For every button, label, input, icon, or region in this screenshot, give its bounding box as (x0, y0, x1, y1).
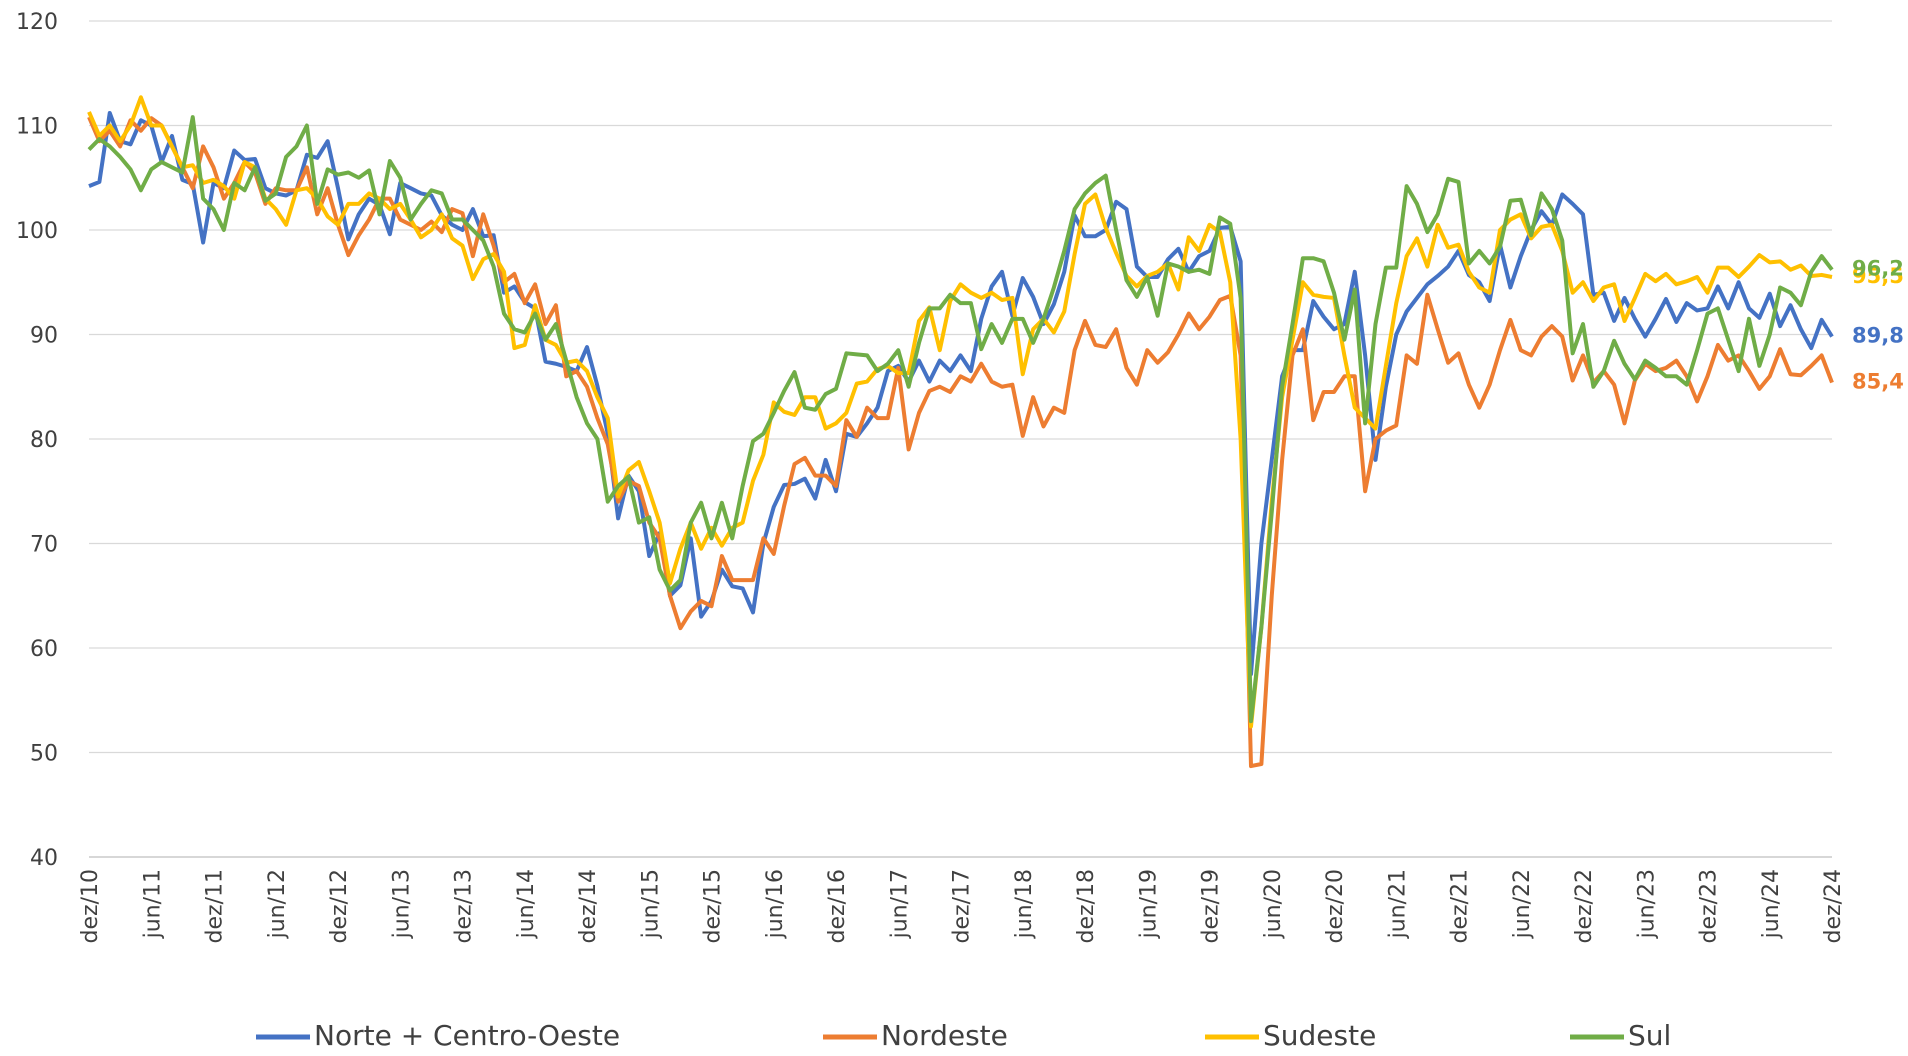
y-tick-label: 90 (30, 324, 58, 349)
end-value-label: 89,8 (1852, 324, 1904, 348)
y-tick-label: 100 (16, 219, 58, 244)
x-tick-label: dez/16 (825, 869, 850, 943)
legend-label: Nordeste (881, 1019, 1008, 1052)
y-tick-label: 120 (16, 10, 58, 35)
y-tick-label: 50 (30, 742, 58, 767)
x-tick-label: dez/11 (203, 869, 228, 943)
x-tick-label: jun/22 (1510, 869, 1535, 939)
x-tick-label: dez/24 (1821, 869, 1846, 943)
series-line (88, 110, 1834, 677)
y-tick-label: 60 (30, 637, 58, 662)
x-tick-label: dez/17 (950, 869, 975, 943)
x-tick-label: jun/12 (265, 869, 290, 939)
x-tick-label: dez/22 (1572, 869, 1597, 943)
x-tick-label: dez/12 (327, 869, 352, 943)
x-tick-label: jun/13 (389, 869, 414, 939)
series-line (87, 116, 1834, 769)
x-tick-label: jun/17 (887, 869, 912, 939)
x-tick-label: dez/23 (1697, 869, 1722, 943)
end-value-label: 96,2 (1852, 257, 1904, 281)
legend-label: Sudeste (1263, 1019, 1376, 1052)
y-tick-label: 110 (16, 115, 58, 140)
legend-label: Sul (1628, 1019, 1671, 1052)
x-tick-label: jun/20 (1261, 869, 1286, 939)
x-tick-label: jun/24 (1759, 869, 1784, 939)
x-tick-label: jun/19 (1136, 869, 1161, 939)
y-tick-label: 40 (30, 846, 58, 871)
x-tick-label: jun/15 (638, 869, 663, 939)
y-tick-label: 80 (30, 428, 58, 453)
x-tick-label: jun/23 (1634, 869, 1659, 939)
x-tick-label: jun/14 (514, 869, 539, 939)
end-value-label: 85,4 (1852, 370, 1904, 394)
x-tick-label: dez/19 (1199, 869, 1224, 943)
x-tick-label: jun/18 (1012, 869, 1037, 939)
x-tick-label: jun/16 (763, 869, 788, 939)
x-tick-label: dez/10 (78, 869, 103, 943)
series-line (87, 115, 1834, 724)
legend-label: Norte + Centro-Oeste (314, 1019, 620, 1052)
x-tick-label: dez/13 (452, 869, 477, 943)
x-tick-label: dez/18 (1074, 869, 1099, 943)
x-tick-label: dez/21 (1448, 869, 1473, 943)
x-tick-label: dez/14 (576, 869, 601, 943)
x-tick-label: jun/21 (1385, 869, 1410, 939)
x-tick-label: dez/15 (701, 869, 726, 943)
y-tick-label: 70 (30, 533, 58, 558)
end-value-label: 95,5 (1852, 264, 1904, 288)
series-line (87, 95, 1833, 729)
x-tick-label: jun/11 (140, 869, 165, 939)
x-tick-label: dez/20 (1323, 869, 1348, 943)
